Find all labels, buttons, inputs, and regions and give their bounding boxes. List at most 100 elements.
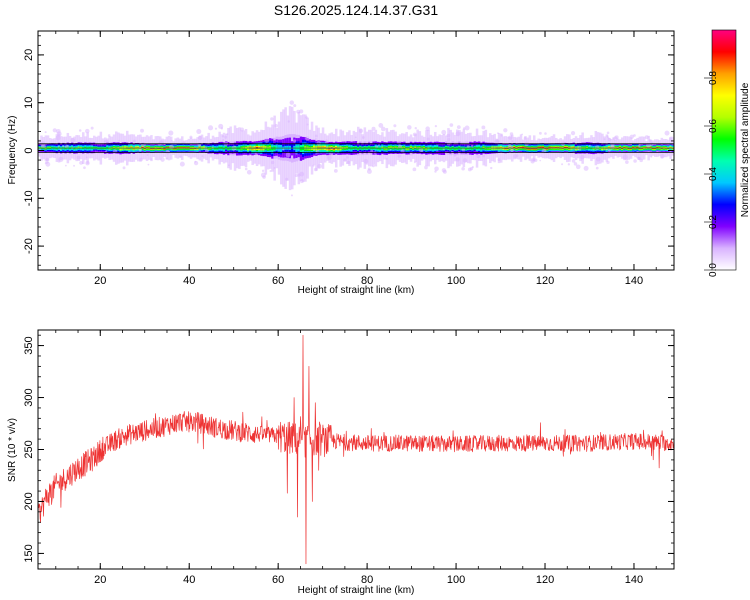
spectrogram-speck <box>461 148 465 152</box>
spectrogram-speck <box>64 144 69 149</box>
spectrogram-speck <box>449 123 454 127</box>
spectrogram-speck <box>315 138 317 140</box>
spectrogram-speck <box>85 156 88 159</box>
colorbar-tick-label: 0.8 <box>708 71 719 85</box>
spectrogram-band-cell <box>264 146 268 149</box>
spectrogram-speck <box>78 129 82 132</box>
spectrogram-band-cell <box>409 146 413 149</box>
spectrogram-speck <box>290 194 293 197</box>
spectrogram-speck <box>471 144 474 148</box>
spectrogram-speck <box>285 152 291 158</box>
spectrogram-speck <box>648 139 652 142</box>
spectrogram-band-cell <box>601 147 604 150</box>
spectrogram-speck <box>441 129 447 135</box>
spectrogram-speck <box>637 156 641 161</box>
spectrogram-speck <box>397 154 401 158</box>
spectrogram-speck <box>354 136 357 139</box>
spectrogram-speck <box>196 129 202 135</box>
spectrogram-speck <box>378 123 384 128</box>
spectrogram-speck <box>315 149 320 154</box>
spectrogram-band-cell <box>225 146 228 149</box>
spectrogram-speck <box>313 148 316 151</box>
spectrogram-speck <box>595 156 601 162</box>
snr-y-label: SNR (10 * v/v) <box>7 418 18 482</box>
spectrogram-speck <box>306 123 309 126</box>
spectrogram-speck <box>455 131 461 137</box>
snr-series-line <box>38 334 674 565</box>
spectrogram-speck <box>530 159 535 164</box>
spectrogram-speck <box>122 166 126 170</box>
spectrogram-speck <box>287 120 290 123</box>
spectrogram-speck <box>346 156 349 159</box>
spectrogram-speck <box>312 164 315 167</box>
spectrogram-speck <box>418 147 424 153</box>
spectrogram-speck <box>668 136 674 142</box>
spectrogram-band-cell <box>480 147 483 150</box>
spectrogram-speck <box>363 158 369 164</box>
spectrogram-speck <box>371 164 375 168</box>
spectrogram-band-cell <box>163 148 166 150</box>
spectrogram-speck <box>45 157 49 162</box>
spectrogram-speck <box>299 109 304 114</box>
spectrogram-speck <box>494 139 499 145</box>
spectrogram-speck <box>412 167 417 172</box>
spectrogram-speck <box>481 125 486 130</box>
spectrogram-band-cell <box>271 147 274 151</box>
colorbar: 0.0 0.2 0.4 0.6 0.8 Normalized spectral ampl… <box>704 29 750 277</box>
spectrogram-speck <box>398 144 402 149</box>
spectrogram-speck <box>660 153 665 159</box>
spectrogram-band-cell <box>464 147 468 150</box>
snr-y-tick-label: 200 <box>23 492 35 510</box>
spectrogram-speck <box>575 164 581 170</box>
spectrogram-band-cell <box>453 147 457 150</box>
spectrogram-x-tick-label: 40 <box>183 275 195 287</box>
spectrogram-speck <box>644 135 649 140</box>
spectrogram-y-tick-label: 0 <box>23 147 35 153</box>
spectrogram-speck <box>471 166 474 169</box>
spectrogram-speck <box>83 166 86 170</box>
spectrogram-speck <box>146 154 149 157</box>
spectrogram-x-tick-label: 20 <box>94 275 106 287</box>
spectrogram-speck <box>179 155 182 158</box>
spectrogram-speck <box>295 152 298 155</box>
spectrogram-x-tick-label: 60 <box>272 275 284 287</box>
spectrogram-speck <box>510 148 514 152</box>
spectrogram-y-tick-label: -10 <box>23 190 35 206</box>
spectrogram-speck <box>273 166 276 169</box>
spectrogram-speck <box>500 134 504 137</box>
spectrogram-speck <box>434 170 437 173</box>
spectrogram-speck <box>300 179 304 184</box>
spectrogram-speck <box>453 154 457 157</box>
spectrogram-speck <box>503 128 508 133</box>
spectrogram-speck <box>633 159 637 163</box>
spectrogram-speck <box>270 160 275 165</box>
spectrogram-speck <box>613 136 618 142</box>
spectrogram-band-cell <box>425 147 428 150</box>
spectrogram-y-tick-label: 20 <box>23 49 35 61</box>
spectrogram-speck <box>285 177 289 181</box>
spectrogram-panel: 20 40 60 80 100 120 140 -20 -10 0 10 20 Height of s… <box>7 30 675 296</box>
spectrogram-band-cell <box>390 146 393 149</box>
spectrogram-band-cell <box>541 146 545 149</box>
spectrogram-speck <box>407 125 412 130</box>
spectrogram-x-tick-label: 100 <box>447 275 465 287</box>
spectrogram-x-label: Height of straight line (km) <box>298 285 415 296</box>
spectrogram-speck <box>588 144 591 147</box>
spectrogram-speck <box>455 157 460 162</box>
spectrogram-speck <box>508 135 513 140</box>
spectrogram-band-cell <box>482 146 485 149</box>
spectrogram-speck <box>476 154 481 159</box>
spectrogram-speck <box>73 164 75 167</box>
snr-x-tick-label: 80 <box>361 574 373 586</box>
spectrogram-speck <box>201 155 204 158</box>
spectrogram-speck <box>62 145 65 148</box>
spectrogram-band-cell <box>513 146 516 149</box>
spectrogram-speck <box>442 169 447 174</box>
spectrogram-speck <box>622 154 628 160</box>
spectrogram-band-cell <box>394 146 397 149</box>
spectrogram-speck <box>314 134 318 138</box>
spectrogram-speck <box>289 100 294 105</box>
spectrogram-speck <box>260 172 266 178</box>
snr-y-tick-label: 300 <box>23 388 35 406</box>
